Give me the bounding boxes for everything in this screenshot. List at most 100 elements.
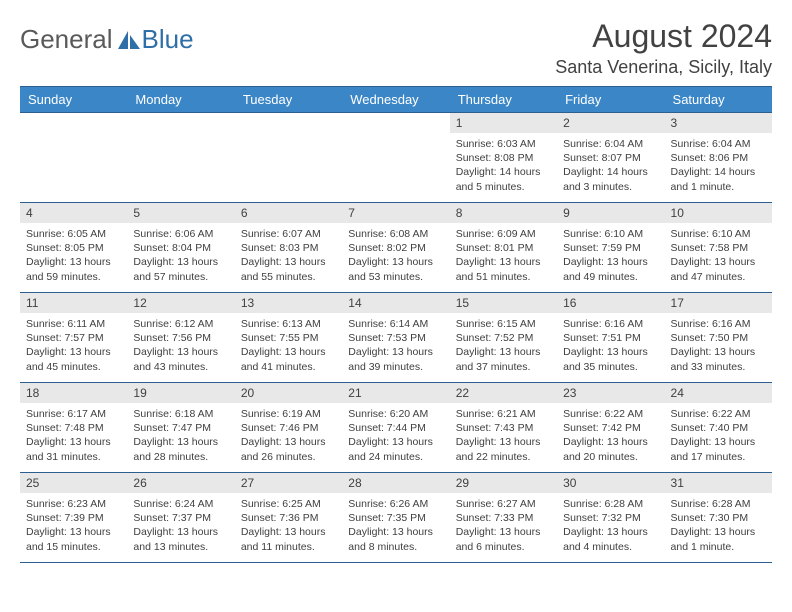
weekday-header: Saturday (665, 87, 772, 113)
day-cell: 1Sunrise: 6:03 AMSunset: 8:08 PMDaylight… (450, 113, 557, 203)
day-data: Sunrise: 6:28 AMSunset: 7:30 PMDaylight:… (665, 493, 772, 560)
day-cell (235, 113, 342, 203)
day-data: Sunrise: 6:21 AMSunset: 7:43 PMDaylight:… (450, 403, 557, 470)
day-data: Sunrise: 6:24 AMSunset: 7:37 PMDaylight:… (127, 493, 234, 560)
day-data: Sunrise: 6:07 AMSunset: 8:03 PMDaylight:… (235, 223, 342, 290)
weekday-header: Sunday (20, 87, 127, 113)
day-number: 16 (557, 293, 664, 313)
day-cell: 6Sunrise: 6:07 AMSunset: 8:03 PMDaylight… (235, 203, 342, 293)
day-data: Sunrise: 6:12 AMSunset: 7:56 PMDaylight:… (127, 313, 234, 380)
day-cell: 13Sunrise: 6:13 AMSunset: 7:55 PMDayligh… (235, 293, 342, 383)
day-cell: 18Sunrise: 6:17 AMSunset: 7:48 PMDayligh… (20, 383, 127, 473)
sail-icon (116, 29, 142, 51)
day-number: 30 (557, 473, 664, 493)
day-cell: 21Sunrise: 6:20 AMSunset: 7:44 PMDayligh… (342, 383, 449, 473)
day-number: 15 (450, 293, 557, 313)
calendar-body: 1Sunrise: 6:03 AMSunset: 8:08 PMDaylight… (20, 113, 772, 563)
day-number: 13 (235, 293, 342, 313)
day-cell: 22Sunrise: 6:21 AMSunset: 7:43 PMDayligh… (450, 383, 557, 473)
day-number: 28 (342, 473, 449, 493)
day-number: 27 (235, 473, 342, 493)
day-cell: 11Sunrise: 6:11 AMSunset: 7:57 PMDayligh… (20, 293, 127, 383)
day-cell: 8Sunrise: 6:09 AMSunset: 8:01 PMDaylight… (450, 203, 557, 293)
weekday-header: Thursday (450, 87, 557, 113)
day-number: 2 (557, 113, 664, 133)
day-cell: 2Sunrise: 6:04 AMSunset: 8:07 PMDaylight… (557, 113, 664, 203)
day-data: Sunrise: 6:13 AMSunset: 7:55 PMDaylight:… (235, 313, 342, 380)
day-number: 1 (450, 113, 557, 133)
day-data: Sunrise: 6:11 AMSunset: 7:57 PMDaylight:… (20, 313, 127, 380)
brand-part1: General (20, 24, 113, 55)
day-cell: 5Sunrise: 6:06 AMSunset: 8:04 PMDaylight… (127, 203, 234, 293)
day-number: 25 (20, 473, 127, 493)
weekday-header: Friday (557, 87, 664, 113)
day-number: 20 (235, 383, 342, 403)
header: General Blue August 2024 Santa Venerina,… (20, 18, 772, 78)
day-cell: 20Sunrise: 6:19 AMSunset: 7:46 PMDayligh… (235, 383, 342, 473)
day-number: 10 (665, 203, 772, 223)
day-cell: 19Sunrise: 6:18 AMSunset: 7:47 PMDayligh… (127, 383, 234, 473)
day-cell: 10Sunrise: 6:10 AMSunset: 7:58 PMDayligh… (665, 203, 772, 293)
day-data: Sunrise: 6:06 AMSunset: 8:04 PMDaylight:… (127, 223, 234, 290)
day-data: Sunrise: 6:28 AMSunset: 7:32 PMDaylight:… (557, 493, 664, 560)
day-cell: 12Sunrise: 6:12 AMSunset: 7:56 PMDayligh… (127, 293, 234, 383)
day-number: 3 (665, 113, 772, 133)
day-cell (342, 113, 449, 203)
day-cell: 4Sunrise: 6:05 AMSunset: 8:05 PMDaylight… (20, 203, 127, 293)
day-number: 21 (342, 383, 449, 403)
day-data: Sunrise: 6:10 AMSunset: 7:58 PMDaylight:… (665, 223, 772, 290)
day-data: Sunrise: 6:04 AMSunset: 8:07 PMDaylight:… (557, 133, 664, 200)
day-cell: 17Sunrise: 6:16 AMSunset: 7:50 PMDayligh… (665, 293, 772, 383)
day-data: Sunrise: 6:25 AMSunset: 7:36 PMDaylight:… (235, 493, 342, 560)
day-data: Sunrise: 6:22 AMSunset: 7:40 PMDaylight:… (665, 403, 772, 470)
day-cell: 7Sunrise: 6:08 AMSunset: 8:02 PMDaylight… (342, 203, 449, 293)
day-number: 8 (450, 203, 557, 223)
week-row: 4Sunrise: 6:05 AMSunset: 8:05 PMDaylight… (20, 203, 772, 293)
day-cell: 28Sunrise: 6:26 AMSunset: 7:35 PMDayligh… (342, 473, 449, 563)
day-cell: 25Sunrise: 6:23 AMSunset: 7:39 PMDayligh… (20, 473, 127, 563)
day-cell (127, 113, 234, 203)
week-row: 11Sunrise: 6:11 AMSunset: 7:57 PMDayligh… (20, 293, 772, 383)
day-number: 5 (127, 203, 234, 223)
day-number: 24 (665, 383, 772, 403)
week-row: 1Sunrise: 6:03 AMSunset: 8:08 PMDaylight… (20, 113, 772, 203)
title-block: August 2024 Santa Venerina, Sicily, Ital… (555, 18, 772, 78)
day-data: Sunrise: 6:18 AMSunset: 7:47 PMDaylight:… (127, 403, 234, 470)
day-number: 9 (557, 203, 664, 223)
day-data: Sunrise: 6:16 AMSunset: 7:50 PMDaylight:… (665, 313, 772, 380)
day-data: Sunrise: 6:14 AMSunset: 7:53 PMDaylight:… (342, 313, 449, 380)
day-number: 19 (127, 383, 234, 403)
day-data: Sunrise: 6:16 AMSunset: 7:51 PMDaylight:… (557, 313, 664, 380)
day-number: 4 (20, 203, 127, 223)
day-number: 29 (450, 473, 557, 493)
day-cell: 27Sunrise: 6:25 AMSunset: 7:36 PMDayligh… (235, 473, 342, 563)
day-cell: 30Sunrise: 6:28 AMSunset: 7:32 PMDayligh… (557, 473, 664, 563)
location: Santa Venerina, Sicily, Italy (555, 57, 772, 78)
day-data: Sunrise: 6:15 AMSunset: 7:52 PMDaylight:… (450, 313, 557, 380)
day-cell: 14Sunrise: 6:14 AMSunset: 7:53 PMDayligh… (342, 293, 449, 383)
day-number: 7 (342, 203, 449, 223)
month-title: August 2024 (555, 18, 772, 55)
day-data: Sunrise: 6:19 AMSunset: 7:46 PMDaylight:… (235, 403, 342, 470)
day-cell: 16Sunrise: 6:16 AMSunset: 7:51 PMDayligh… (557, 293, 664, 383)
day-cell: 23Sunrise: 6:22 AMSunset: 7:42 PMDayligh… (557, 383, 664, 473)
calendar-table: Sunday Monday Tuesday Wednesday Thursday… (20, 86, 772, 563)
week-row: 25Sunrise: 6:23 AMSunset: 7:39 PMDayligh… (20, 473, 772, 563)
day-number: 11 (20, 293, 127, 313)
day-cell: 15Sunrise: 6:15 AMSunset: 7:52 PMDayligh… (450, 293, 557, 383)
day-data: Sunrise: 6:09 AMSunset: 8:01 PMDaylight:… (450, 223, 557, 290)
day-data: Sunrise: 6:26 AMSunset: 7:35 PMDaylight:… (342, 493, 449, 560)
day-data: Sunrise: 6:05 AMSunset: 8:05 PMDaylight:… (20, 223, 127, 290)
calendar-page: General Blue August 2024 Santa Venerina,… (0, 0, 792, 612)
day-cell: 24Sunrise: 6:22 AMSunset: 7:40 PMDayligh… (665, 383, 772, 473)
day-data: Sunrise: 6:10 AMSunset: 7:59 PMDaylight:… (557, 223, 664, 290)
day-data: Sunrise: 6:22 AMSunset: 7:42 PMDaylight:… (557, 403, 664, 470)
day-number: 14 (342, 293, 449, 313)
brand-part2: Blue (142, 24, 194, 55)
day-number: 31 (665, 473, 772, 493)
weekday-header: Tuesday (235, 87, 342, 113)
day-number: 23 (557, 383, 664, 403)
day-data: Sunrise: 6:17 AMSunset: 7:48 PMDaylight:… (20, 403, 127, 470)
day-cell: 9Sunrise: 6:10 AMSunset: 7:59 PMDaylight… (557, 203, 664, 293)
weekday-header: Monday (127, 87, 234, 113)
